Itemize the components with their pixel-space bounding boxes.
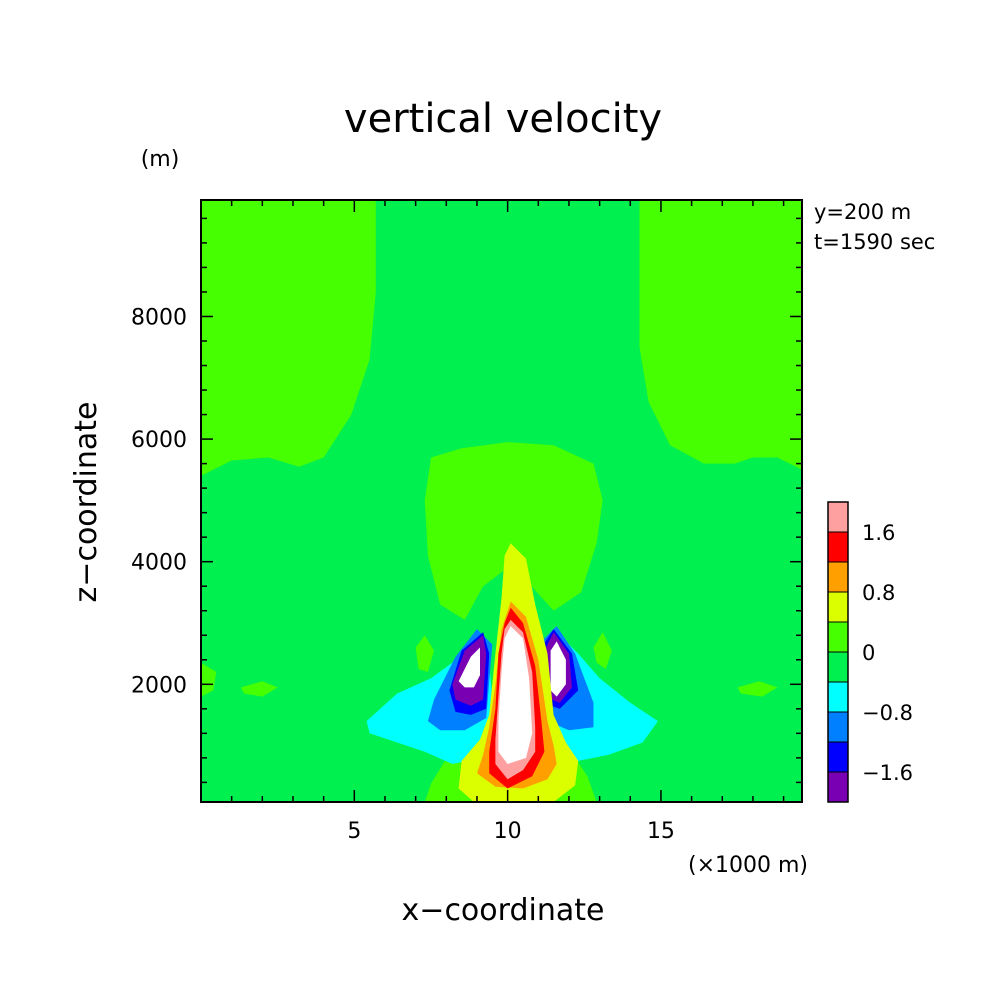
colorbar-swatch [828, 652, 848, 682]
contour-right-streak-positive [737, 681, 778, 697]
x-tick-label: 15 [647, 819, 675, 844]
colorbar-swatch [828, 742, 848, 772]
contour-central-white-core [498, 626, 533, 764]
colorbar-tick-label: 0 [862, 641, 875, 665]
x-tick-label: 10 [494, 819, 522, 844]
contour-fields [201, 200, 802, 802]
contour-left-white-core [458, 647, 480, 688]
colorbar-swatch [828, 772, 848, 802]
plot-frame [200, 199, 803, 803]
contour-left-edge-positive [201, 662, 217, 697]
y-tick-label: 8000 [131, 305, 187, 330]
x-unit-label: (×1000 m) [688, 853, 808, 878]
colorbar: −1.6 −0.8 0 0.8 1.6 [827, 501, 913, 803]
y-axis-label: z−coordinate [69, 402, 104, 603]
annotation-t: t=1590 sec [814, 230, 935, 254]
contour-central-positive-plume [424, 442, 603, 620]
x-axis-label: x−coordinate [402, 893, 605, 928]
colorbar-swatch [828, 712, 848, 742]
contour-right-lobe-positive [593, 632, 612, 669]
colorbar-tick-label: −1.6 [862, 761, 913, 785]
plot-area: 5 10 15 2000 4000 6000 8000 [131, 199, 803, 844]
colorbar-swatch [828, 502, 848, 532]
annotation-y: y=200 m [814, 200, 911, 224]
y-unit-label: (m) [141, 147, 180, 172]
contour-upper-right-positive [639, 200, 802, 470]
colorbar-swatch [828, 682, 848, 712]
colorbar-swatch [828, 592, 848, 622]
contour-left-streak-positive [240, 681, 278, 697]
contour-right-white-core [550, 641, 566, 697]
y-tick-label: 2000 [131, 673, 187, 698]
y-tick-label: 4000 [131, 551, 187, 576]
contour-left-lobe-positive [415, 635, 434, 672]
y-tick-label: 6000 [131, 428, 187, 453]
colorbar-tick-label: 0.8 [862, 581, 895, 605]
colorbar-swatch [828, 562, 848, 592]
colorbar-swatch [828, 532, 848, 562]
chart-title: vertical velocity [344, 96, 662, 142]
colorbar-tick-label: −0.8 [862, 701, 913, 725]
contour-upper-left-positive [201, 200, 376, 476]
colorbar-tick-label: 1.6 [862, 521, 895, 545]
colorbar-swatch [828, 622, 848, 652]
x-tick-label: 5 [347, 819, 361, 844]
